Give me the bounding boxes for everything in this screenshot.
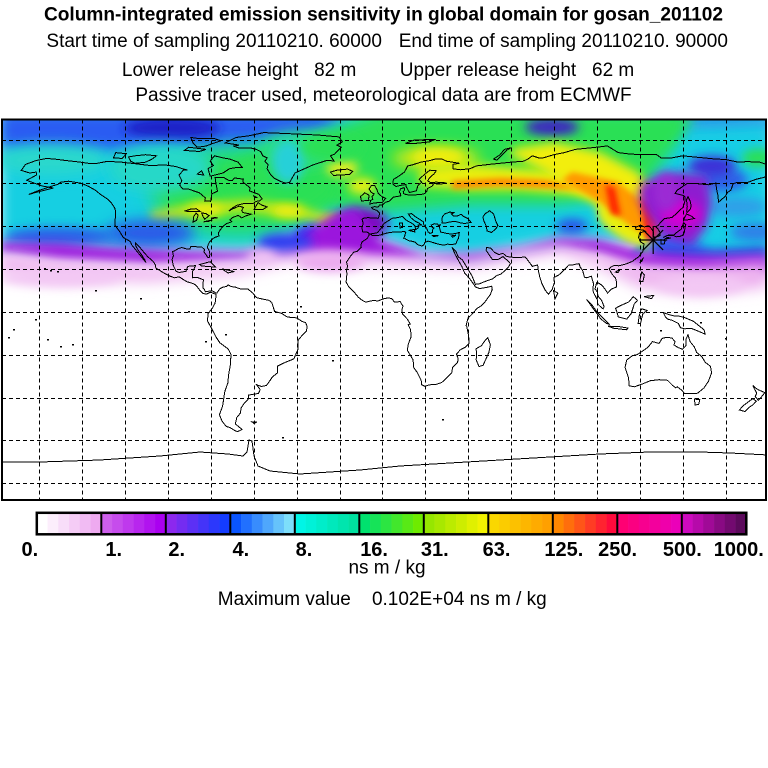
svg-text:Start time of sampling 2011021: Start time of sampling 20110210. 60000 [46, 31, 382, 52]
svg-text:Passive tracer used, meteorolo: Passive tracer used, meteorological data… [135, 85, 631, 106]
svg-text:2.: 2. [168, 539, 185, 561]
svg-text:ns m / kg: ns m / kg [348, 558, 425, 579]
svg-text:500.: 500. [663, 539, 702, 561]
svg-text:0.: 0. [21, 539, 38, 561]
svg-text:63.: 63. [483, 539, 511, 561]
svg-text:End time of sampling 20110210.: End time of sampling 20110210. 90000 [399, 31, 728, 52]
svg-text:16.: 16. [360, 539, 388, 561]
svg-text:Upper release height 62 m: Upper release height 62 m [400, 60, 634, 81]
svg-text:4.: 4. [233, 539, 250, 561]
svg-text:125.: 125. [544, 539, 583, 561]
svg-text:Lower release height 82 m: Lower release height 82 m [122, 60, 356, 81]
svg-text:1.: 1. [105, 539, 122, 561]
svg-text:250.: 250. [598, 539, 637, 561]
svg-text:Maximum value 0.102E+04 ns: Maximum value 0.102E+04 ns m / kg [218, 589, 547, 610]
svg-text:31.: 31. [421, 539, 449, 561]
svg-text:8.: 8. [296, 539, 313, 561]
svg-text:1000.: 1000. [714, 539, 764, 561]
svg-text:Column-integrated emission sen: Column-integrated emission sensitivity i… [44, 4, 723, 25]
